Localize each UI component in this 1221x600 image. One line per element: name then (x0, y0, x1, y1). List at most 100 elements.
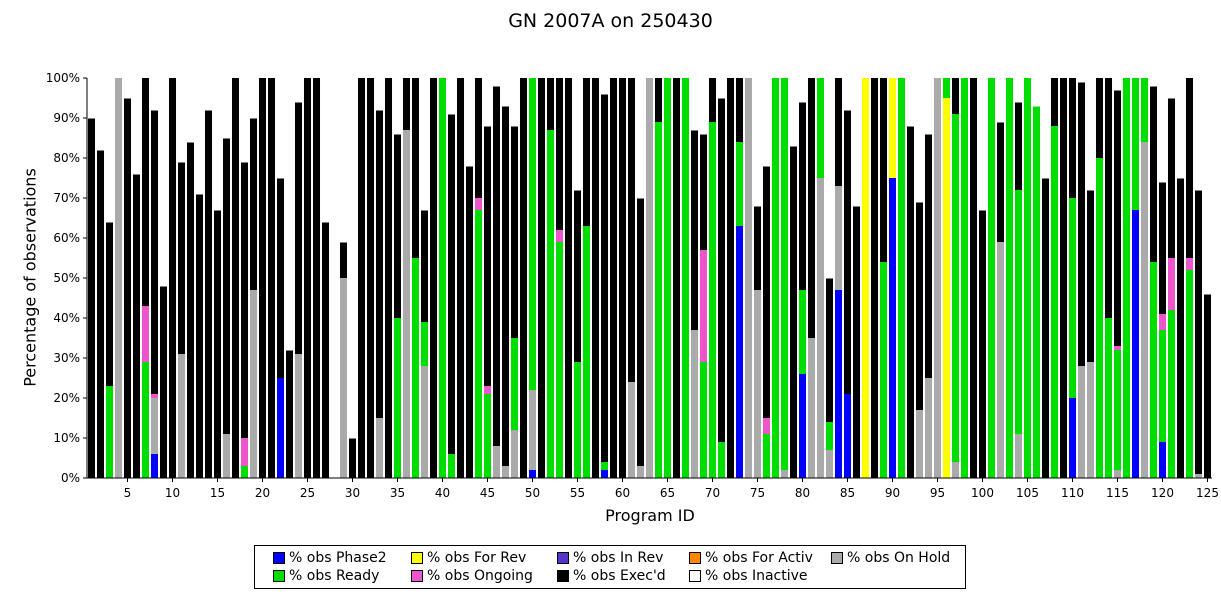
bar-segment-108-execd (1050, 78, 1059, 126)
bar-segment-71-inactive (717, 77, 726, 99)
x-tick-label: 20 (255, 486, 270, 500)
bar-segment-64-ready (654, 122, 663, 478)
bar-segment-118-onhold (1140, 142, 1149, 478)
bar-segment-44-ready (474, 210, 483, 478)
bar-segment-46-onhold (492, 446, 501, 478)
bar-segment-50-onhold (528, 390, 537, 470)
bar-segment-38-onhold (420, 366, 429, 478)
bar-segment-23-inactive (285, 77, 294, 351)
x-tick-label: 50 (525, 486, 540, 500)
bar-segment-94-onhold (924, 378, 933, 478)
bar-segment-111-execd (1077, 82, 1086, 366)
x-tick-label: 95 (930, 486, 945, 500)
bar-segment-53-execd (555, 78, 564, 230)
bar-segment-108-ready (1050, 126, 1059, 478)
bar-segment-30-execd (348, 438, 357, 478)
bar-segment-123-execd (1185, 78, 1194, 258)
legend-swatch (831, 552, 843, 564)
bar-segment-84-onhold (834, 186, 843, 290)
bar-segment-112-onhold (1086, 362, 1095, 478)
bar-segment-62-inactive (636, 77, 645, 199)
legend-label: % obs Exec'd (573, 568, 666, 584)
bar-segment-29-inactive (339, 77, 348, 243)
bar-segment-5-inactive (123, 77, 132, 99)
bar-segment-50-ready (528, 78, 537, 390)
bar-segment-68-inactive (690, 77, 699, 131)
legend-swatch (273, 552, 285, 564)
bar-segment-74-onhold (744, 78, 753, 478)
bar-segment-8-inactive (150, 77, 159, 111)
x-tick-label: 60 (615, 486, 630, 500)
bar-segment-80-phase2 (798, 374, 807, 478)
bar-segment-33-inactive (375, 77, 384, 111)
x-tick-label: 110 (1061, 486, 1084, 500)
bar-segment-123-ready (1185, 270, 1194, 478)
bar-segment-120-ongoing (1158, 314, 1167, 330)
bar-segment-11-inactive (177, 77, 186, 163)
bar-segment-8-onhold (150, 398, 159, 454)
chart-title: GN 2007A on 250430 (508, 10, 713, 32)
y-axis-label: Percentage of observations (20, 168, 40, 387)
bar-segment-85-phase2 (843, 394, 852, 478)
bar-segment-91-ready (897, 78, 906, 478)
bar-segment-13-execd (195, 194, 204, 478)
y-tick-label: 0% (61, 471, 80, 485)
bar-segment-43-inactive (465, 77, 474, 167)
bar-segment-77-ready (771, 78, 780, 478)
bar-segment-47-onhold (501, 466, 510, 478)
bar-segment-109-execd (1059, 78, 1068, 478)
bar-segment-24-inactive (294, 77, 303, 103)
bar-segment-58-phase2 (600, 470, 609, 478)
bar-segment-21-execd (267, 78, 276, 478)
bar-segment-19-onhold (249, 290, 258, 478)
bar-segment-35-inactive (393, 77, 402, 135)
bar-segment-115-execd (1113, 90, 1122, 346)
bar-segment-115-ready (1113, 350, 1122, 470)
bar-segment-32-execd (366, 78, 375, 478)
bar-segment-125-inactive (1203, 77, 1212, 295)
bar-segment-75-onhold (753, 290, 762, 478)
bar-segment-124-inactive (1194, 77, 1203, 191)
bar-segment-84-phase2 (834, 290, 843, 478)
x-tick-label: 15 (210, 486, 225, 500)
bar-segment-36-execd (402, 78, 411, 130)
bar-segment-79-inactive (789, 77, 798, 147)
bar-segment-41-inactive (447, 77, 456, 115)
bar-segment-80-execd (798, 102, 807, 290)
legend-label: % obs On Hold (847, 550, 951, 566)
bar-segment-113-execd (1095, 78, 1104, 158)
bar-segment-110-phase2 (1068, 398, 1077, 478)
bar-segment-120-ready (1158, 330, 1167, 442)
bar-segment-96-ready (942, 78, 951, 98)
legend-label: % obs Phase2 (289, 550, 387, 566)
bar-segment-114-ready (1104, 318, 1113, 478)
bar-segment-7-execd (141, 78, 150, 306)
bar-segment-51-execd (537, 78, 546, 478)
bar-segment-119-inactive (1149, 77, 1158, 87)
bar-segment-54-execd (564, 78, 573, 478)
bar-segment-80-ready (798, 290, 807, 374)
x-tick-label: 10 (165, 486, 180, 500)
legend-label: % obs For Activ (705, 550, 813, 566)
bar-segment-112-execd (1086, 190, 1095, 362)
bar-segment-83-execd (825, 278, 834, 422)
bar-segment-29-execd (339, 242, 348, 278)
bar-segment-33-onhold (375, 418, 384, 478)
bar-segment-10-execd (168, 78, 177, 478)
bar-segment-106-inactive (1032, 77, 1041, 107)
x-tick-label: 30 (345, 486, 360, 500)
legend-item: % obs Phase2 (273, 549, 387, 567)
bar-segment-45-ready (483, 394, 492, 478)
x-tick-label: 40 (435, 486, 450, 500)
bar-segment-52-ready (546, 130, 555, 478)
bar-segment-7-ready (141, 362, 150, 478)
bar-segment-83-onhold (825, 450, 834, 478)
x-tick-label: 75 (750, 486, 765, 500)
bar-segment-47-inactive (501, 77, 510, 107)
x-tick-label: 55 (570, 486, 585, 500)
x-tick-label: 25 (300, 486, 315, 500)
bar-segment-95-onhold (933, 78, 942, 478)
bar-segment-18-execd (240, 162, 249, 438)
bar-segment-69-ready (699, 362, 708, 478)
legend-label: % obs In Rev (573, 550, 664, 566)
